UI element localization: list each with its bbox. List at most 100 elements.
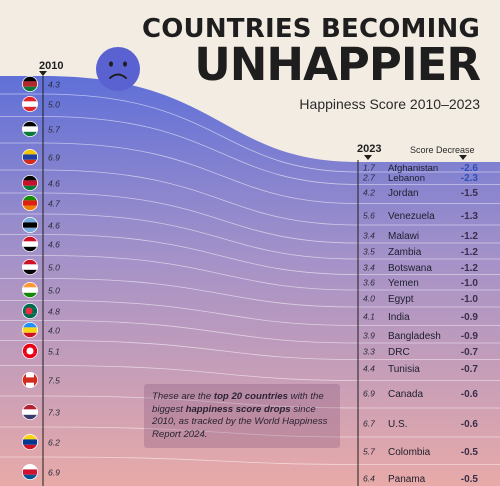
- malawi-flag: [22, 175, 38, 191]
- panama-flag: [22, 464, 38, 480]
- lebanon-flag: [22, 96, 38, 112]
- note-text: since 2010, as tracked by the World Happ…: [152, 403, 328, 440]
- flow-divider-line: [0, 320, 500, 344]
- score-decrease-value: -2.3: [461, 173, 479, 184]
- country-label: Botswana: [388, 263, 432, 274]
- score-2010-label: 5.0: [48, 286, 60, 296]
- flags: [22, 76, 38, 480]
- score-decrease-value: -1.0: [461, 294, 479, 305]
- score-2023-label: 4.4: [363, 364, 375, 374]
- country-label: India: [388, 312, 410, 323]
- country-label: Panama: [388, 474, 426, 485]
- score-decrease-value: -1.3: [461, 211, 479, 222]
- botswana-flag: [22, 217, 38, 233]
- subtitle: Happiness Score 2010–2023: [299, 96, 480, 112]
- country-label: U.S.: [388, 419, 407, 430]
- flow-divider-line: [0, 278, 500, 308]
- country-label: Zambia: [388, 247, 422, 258]
- score-2010-label: 4.6: [48, 179, 60, 189]
- score-2010-label: 6.2: [48, 438, 60, 448]
- score-2010-label: 4.6: [48, 240, 60, 250]
- score-decrease-value: -1.2: [461, 231, 479, 242]
- score-2023-label: 2.7: [362, 173, 375, 183]
- note-text: These are the: [152, 391, 214, 402]
- us-flag: [22, 404, 38, 420]
- title-line-2: UNHAPPIER: [194, 38, 481, 91]
- score-decrease-header: Score Decrease: [410, 145, 475, 155]
- band-area: [0, 76, 500, 486]
- info-note: These are the top 20 countries with the …: [144, 384, 340, 449]
- score-2023-label: 5.7: [363, 447, 375, 457]
- score-2023-label: 4.0: [363, 294, 375, 304]
- flow-divider-line: [0, 456, 500, 465]
- yemen-flag: [22, 236, 38, 252]
- flow-divider-line: [0, 395, 500, 409]
- venezuela-flag: [22, 149, 38, 165]
- note-text: with the biggest: [152, 391, 324, 415]
- score-2010-label: 4.7: [48, 199, 60, 209]
- flow-divider-line: [0, 169, 500, 226]
- afghanistan-flag: [22, 76, 38, 92]
- score-2010-label: 4.3: [48, 80, 60, 90]
- country-label: Egypt: [388, 294, 414, 305]
- score-decrease-value: -0.6: [461, 419, 479, 430]
- score-2010-label: 5.7: [48, 125, 60, 135]
- score-decrease-value: -0.6: [461, 389, 479, 400]
- score-2010-label: 7.3: [48, 408, 60, 418]
- year-2023-label: 2023: [357, 143, 382, 155]
- country-label: DRC: [388, 347, 410, 358]
- score-2010-label: 5.0: [48, 263, 60, 273]
- score-2023-label: 3.3: [363, 347, 375, 357]
- decrease-values: -2.6-2.3 -1.5 -1.3 -1.2 -1.2 -1.2 -1.0 -1.0 -0.9…: [461, 163, 479, 485]
- country-label: Venezuela: [388, 211, 435, 222]
- egypt-flag: [22, 259, 38, 275]
- score-2023-label: 4.2: [363, 188, 375, 198]
- right-axis-arrow: [364, 155, 372, 160]
- score-decrease-value: -1.0: [461, 278, 479, 289]
- drc-flag: [22, 322, 38, 338]
- score-2010-label: 7.5: [48, 376, 60, 386]
- score-decrease-value: -0.5: [461, 447, 479, 458]
- score-2023-label: 5.6: [363, 211, 375, 221]
- tunisia-flag: [22, 343, 38, 359]
- year-2010-label: 2010: [39, 60, 64, 72]
- left-axis-arrow: [39, 71, 47, 76]
- score-2023-label: 3.4: [363, 231, 375, 241]
- india-flag: [22, 282, 38, 298]
- score-2023-label: 3.9: [363, 331, 375, 341]
- flow-lines: [0, 93, 500, 465]
- sad-face-icon: [96, 47, 140, 91]
- bangladesh-flag: [22, 303, 38, 319]
- score-decrease-value: -0.9: [461, 312, 479, 323]
- country-label: Bangladesh: [388, 331, 441, 342]
- country-label: Yemen: [388, 278, 419, 289]
- scores-2010: 4.3 5.0 5.7 6.9 4.6 4.7 4.6 4.6 5.0 5.0 4.8 4.0 5.1 7…: [48, 80, 60, 478]
- country-label: Tunisia: [388, 364, 420, 375]
- score-2023-label: 3.6: [363, 278, 375, 288]
- score-2010-label: 5.1: [48, 347, 60, 357]
- country-label: Jordan: [388, 188, 419, 199]
- canada-flag: [22, 372, 38, 388]
- flow-divider-line: [0, 300, 500, 326]
- score-2023-label: 3.5: [363, 247, 375, 257]
- score-2023-label: 1.7: [363, 163, 375, 173]
- score-decrease-value: -0.7: [461, 347, 479, 358]
- flow-divider-line: [0, 213, 500, 260]
- score-2010-label: 4.0: [48, 326, 60, 336]
- flow-divider-line: [0, 93, 500, 173]
- score-2010-label: 6.9: [48, 153, 60, 163]
- country-label: Canada: [388, 389, 423, 400]
- score-2023-label: 6.9: [363, 389, 375, 399]
- score-2010-label: 6.9: [48, 468, 60, 478]
- country-label: Afghanistan: [388, 163, 438, 174]
- flow-divider-line: [0, 142, 500, 204]
- score-2023-label: 6.7: [363, 419, 375, 429]
- flow-divider-line: [0, 234, 500, 275]
- score-decrease-arrow: [459, 155, 467, 160]
- flow-divider-line: [0, 192, 500, 244]
- score-decrease-value: -0.9: [461, 331, 479, 342]
- zambia-flag: [22, 195, 38, 211]
- country-label: Malawi: [388, 231, 419, 242]
